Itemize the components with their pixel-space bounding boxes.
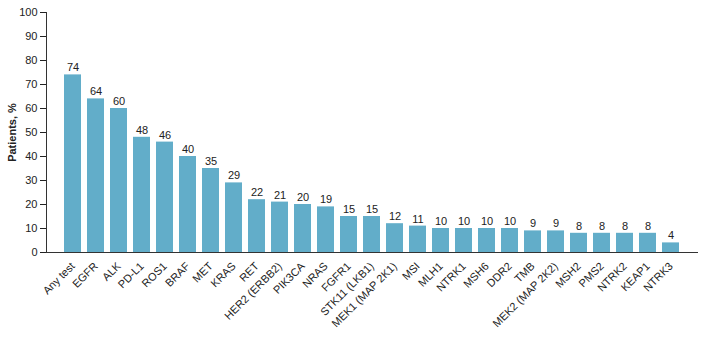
svg-text:KEAP1: KEAP1 bbox=[618, 259, 652, 294]
svg-text:35: 35 bbox=[205, 155, 217, 167]
svg-text:Any test: Any test bbox=[40, 260, 77, 297]
svg-text:ROS1: ROS1 bbox=[139, 260, 169, 290]
svg-text:8: 8 bbox=[599, 220, 605, 232]
svg-text:MSH2: MSH2 bbox=[553, 260, 583, 290]
svg-text:50: 50 bbox=[25, 126, 37, 138]
svg-text:STK11 (LKB1): STK11 (LKB1) bbox=[317, 259, 376, 318]
svg-text:70: 70 bbox=[25, 78, 37, 90]
svg-text:NTRK1: NTRK1 bbox=[434, 260, 468, 294]
svg-text:MET: MET bbox=[190, 259, 215, 285]
svg-text:ALK: ALK bbox=[99, 259, 123, 283]
svg-text:BRAF: BRAF bbox=[163, 260, 192, 289]
svg-text:74: 74 bbox=[67, 61, 79, 73]
svg-text:MSI: MSI bbox=[399, 259, 422, 283]
svg-text:40: 40 bbox=[182, 143, 194, 155]
svg-text:HER2 (ERBB2): HER2 (ERBB2) bbox=[221, 259, 284, 322]
svg-text:NRAS: NRAS bbox=[299, 259, 330, 290]
svg-text:TMB: TMB bbox=[512, 259, 537, 285]
svg-text:NTRK2: NTRK2 bbox=[594, 259, 629, 294]
svg-text:90: 90 bbox=[25, 30, 37, 42]
svg-text:0: 0 bbox=[31, 246, 37, 258]
svg-text:19: 19 bbox=[320, 193, 332, 205]
svg-text:20: 20 bbox=[25, 198, 37, 210]
svg-text:10: 10 bbox=[25, 222, 37, 234]
svg-text:9: 9 bbox=[530, 217, 536, 229]
svg-text:11: 11 bbox=[412, 213, 423, 225]
svg-text:Patients, %: Patients, % bbox=[6, 103, 18, 162]
svg-text:KRAS: KRAS bbox=[208, 260, 238, 290]
svg-text:15: 15 bbox=[366, 203, 378, 215]
svg-text:DDR2: DDR2 bbox=[484, 260, 514, 290]
svg-text:9: 9 bbox=[553, 217, 559, 229]
svg-text:10: 10 bbox=[481, 215, 493, 227]
svg-text:EGFR: EGFR bbox=[70, 260, 100, 290]
svg-text:MEK1 (MAP 2K1): MEK1 (MAP 2K1) bbox=[329, 260, 399, 330]
svg-text:PD-L1: PD-L1 bbox=[115, 260, 146, 291]
svg-text:80: 80 bbox=[25, 54, 37, 66]
svg-text:8: 8 bbox=[622, 220, 628, 232]
svg-text:10: 10 bbox=[504, 215, 516, 227]
svg-text:29: 29 bbox=[228, 169, 240, 181]
svg-text:MSH6: MSH6 bbox=[461, 260, 491, 290]
svg-text:12: 12 bbox=[389, 210, 401, 222]
svg-text:RET: RET bbox=[236, 259, 261, 284]
svg-text:FGFR1: FGFR1 bbox=[318, 259, 353, 294]
svg-text:60: 60 bbox=[25, 102, 37, 114]
svg-text:15: 15 bbox=[343, 203, 355, 215]
svg-text:8: 8 bbox=[645, 220, 651, 232]
svg-text:4: 4 bbox=[668, 229, 674, 241]
svg-text:48: 48 bbox=[136, 124, 148, 136]
svg-text:46: 46 bbox=[159, 129, 171, 141]
svg-text:10: 10 bbox=[435, 215, 447, 227]
svg-text:22: 22 bbox=[251, 186, 263, 198]
svg-text:30: 30 bbox=[25, 174, 37, 186]
svg-text:PIK3CA: PIK3CA bbox=[271, 259, 308, 296]
svg-text:20: 20 bbox=[297, 191, 309, 203]
svg-text:100: 100 bbox=[19, 6, 37, 18]
svg-text:60: 60 bbox=[113, 95, 125, 107]
svg-text:8: 8 bbox=[576, 220, 582, 232]
svg-text:21: 21 bbox=[274, 189, 286, 201]
svg-text:MLH1: MLH1 bbox=[415, 259, 445, 289]
svg-text:PMS2: PMS2 bbox=[576, 259, 606, 290]
svg-text:64: 64 bbox=[90, 85, 102, 97]
svg-text:NTRK3: NTRK3 bbox=[641, 260, 675, 294]
svg-text:10: 10 bbox=[458, 215, 470, 227]
svg-text:40: 40 bbox=[25, 150, 37, 162]
svg-text:MEK2 (MAP 2K2): MEK2 (MAP 2K2) bbox=[490, 260, 560, 330]
